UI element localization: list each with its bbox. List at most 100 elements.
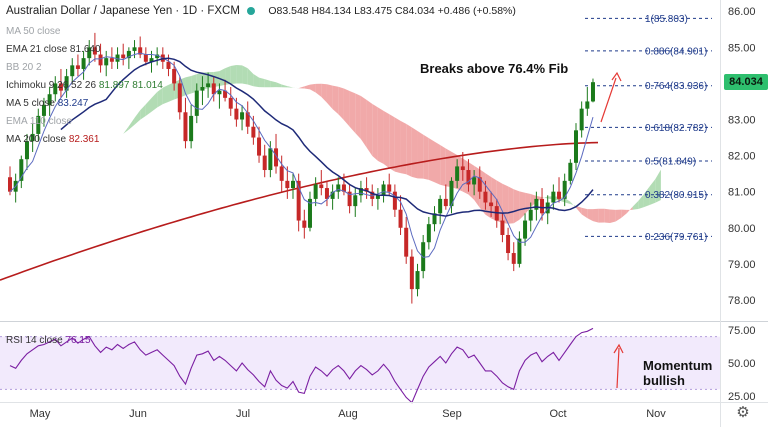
candle (324, 180, 329, 207)
gear-icon[interactable]: ⚙ (736, 404, 750, 421)
ichimoku-cloud-segment (264, 79, 271, 88)
indicator-legend-row[interactable]: EMA 21 close 81.640 (6, 43, 101, 57)
candle-body (517, 238, 522, 264)
ichimoku-cloud-segment (162, 84, 169, 105)
candle-body (177, 83, 182, 113)
candle (426, 216, 431, 250)
ichimoku-cloud-segment (372, 103, 378, 161)
ichimoku-cloud-segment (89, 168, 95, 178)
candle-body (353, 195, 358, 207)
indicator-legend-row[interactable]: EMA 110 close (6, 115, 72, 129)
ichimoku-cloud-segment (321, 83, 327, 103)
momentum-label-2: bullish (643, 373, 685, 388)
candle (41, 97, 46, 127)
candle-body (183, 112, 188, 142)
candle-body (483, 191, 488, 203)
candle (98, 43, 103, 73)
candle-body (251, 126, 256, 138)
ichimoku-cloud-segment (570, 201, 576, 208)
momentum-arrow-head (613, 343, 624, 354)
candle-body (324, 188, 329, 199)
candle (58, 68, 63, 98)
candle-body (409, 256, 414, 290)
candle-body (24, 141, 29, 160)
candle-body (166, 61, 171, 69)
candle-body (330, 191, 335, 199)
candle-body (296, 180, 301, 221)
candle-body (477, 177, 482, 192)
candle (466, 159, 471, 192)
ichimoku-cloud-segment (485, 173, 492, 219)
ichimoku-cloud-segment (157, 87, 163, 108)
ichimoku-cloud-segment (615, 209, 622, 222)
candle-body (92, 47, 97, 55)
ma5-line (9, 52, 594, 258)
ichimoku-cloud-segment (383, 110, 390, 169)
candle (75, 54, 80, 77)
instrument-title[interactable]: Australian Dollar / Japanese Yen · 1D · … (6, 5, 240, 17)
fib-level-label: 0.236(79.761) (645, 232, 707, 243)
candle-body (172, 68, 177, 84)
candle (64, 68, 69, 98)
candle (409, 249, 414, 304)
candle-body (75, 65, 80, 69)
candle (53, 76, 58, 102)
ichimoku-cloud-segment (315, 83, 322, 97)
candle-body (551, 191, 556, 203)
candle (228, 87, 233, 116)
indicator-legend-row[interactable]: MA 200 close 82.361 (6, 133, 99, 147)
price-tick-label: 78.00 (728, 295, 756, 307)
ichimoku-cloud-segment (519, 191, 526, 220)
candle-body (307, 198, 312, 228)
candle-body (336, 184, 341, 192)
ichimoku-cloud-segment (236, 65, 243, 84)
time-tick-label: Nov (646, 408, 666, 420)
indicator-label: BB 20 2 (6, 62, 42, 73)
price-tick-label: 86.00 (728, 6, 756, 18)
candle-body (149, 58, 154, 62)
candle (194, 83, 199, 124)
candle (81, 50, 86, 80)
candle-body (223, 90, 228, 98)
candle (307, 191, 312, 232)
ichimoku-cloud-segment (242, 65, 248, 85)
candle-body (217, 90, 222, 95)
ichimoku-cloud-segment (185, 76, 192, 96)
ichimoku-cloud-segment (287, 86, 293, 88)
market-status-icon (247, 6, 256, 15)
candle-body (240, 112, 245, 120)
candle-body (279, 166, 284, 181)
indicator-legend-row[interactable]: Ichimoku 9 26 52 26 81.897 81.014 (6, 79, 163, 93)
ichimoku-cloud-segment (423, 134, 429, 180)
candle-body (511, 253, 516, 264)
breakout-arrow-head (611, 71, 622, 82)
indicator-legend-row[interactable]: MA 5 close 83.247 (6, 97, 88, 111)
ichimoku-cloud-segment (457, 154, 463, 192)
time-tick-label: Jun (129, 408, 147, 420)
candle-body (364, 188, 369, 192)
ichimoku-cloud-segment (309, 83, 316, 93)
candle (257, 126, 262, 163)
candle (370, 184, 375, 207)
ichimoku-cloud-segment (598, 208, 605, 223)
price-pane[interactable]: 1(85.803) 0.886(84.901) 0.764(83.936) 0.618… (0, 14, 712, 304)
candle (279, 155, 284, 192)
rsi-tick-label: 25.00 (728, 391, 756, 403)
indicator-legend-row[interactable]: MA 50 close (6, 25, 60, 39)
fib-level-label: 0.618(82.782) (645, 123, 707, 134)
candle-body (64, 76, 69, 91)
candle-body (47, 94, 52, 106)
candle (206, 72, 211, 98)
candle (24, 133, 29, 171)
rsi-legend: RSI 14 close 76.15 (6, 335, 91, 346)
candle-body (506, 234, 511, 254)
momentum-label-1: Momentum (643, 358, 712, 373)
ichimoku-cloud-segment (332, 85, 339, 115)
candle-body (347, 191, 352, 207)
candle (30, 123, 35, 152)
indicator-legend-row[interactable]: BB 20 2 (6, 61, 42, 75)
candle (460, 151, 465, 181)
